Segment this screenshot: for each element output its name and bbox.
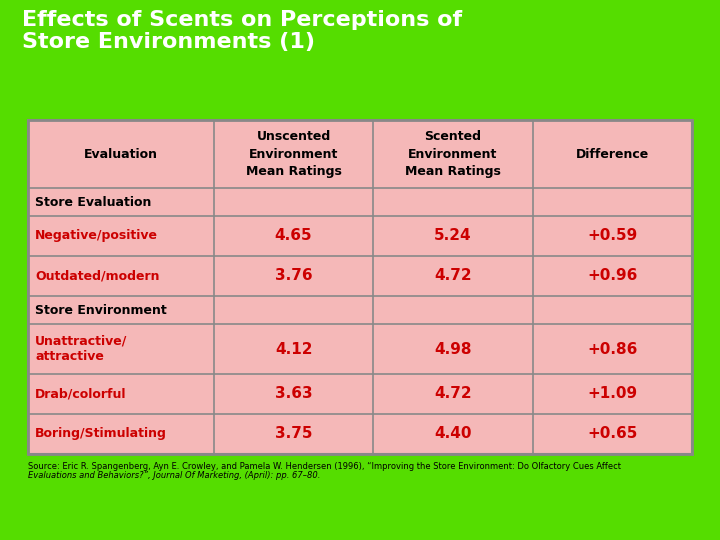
Text: +0.65: +0.65 — [587, 427, 637, 442]
Text: +1.09: +1.09 — [588, 387, 637, 402]
Text: Evaluation: Evaluation — [84, 147, 158, 160]
Text: 4.12: 4.12 — [275, 341, 312, 356]
Text: +0.86: +0.86 — [587, 341, 637, 356]
Text: 3.76: 3.76 — [275, 268, 312, 284]
Text: Scented
Environment
Mean Ratings: Scented Environment Mean Ratings — [405, 131, 501, 178]
Text: 3.63: 3.63 — [275, 387, 312, 402]
Text: 4.65: 4.65 — [275, 228, 312, 244]
Text: Negative/positive: Negative/positive — [35, 230, 158, 242]
Text: 4.98: 4.98 — [434, 341, 472, 356]
Text: Evaluations and Behaviors?”, Journal Of Marketing, (April): pp. 67–80.: Evaluations and Behaviors?”, Journal Of … — [28, 471, 320, 480]
Text: Outdated/modern: Outdated/modern — [35, 269, 160, 282]
Text: +0.96: +0.96 — [587, 268, 637, 284]
FancyBboxPatch shape — [28, 120, 692, 454]
Text: 4.40: 4.40 — [434, 427, 472, 442]
Text: Source: Eric R. Spangenberg, Ayn E. Crowley, and Pamela W. Hendersen (1996), “Im: Source: Eric R. Spangenberg, Ayn E. Crow… — [28, 462, 621, 471]
Text: Boring/Stimulating: Boring/Stimulating — [35, 428, 167, 441]
Text: 4.72: 4.72 — [434, 387, 472, 402]
Text: Store Environment: Store Environment — [35, 303, 167, 316]
Text: Unscented
Environment
Mean Ratings: Unscented Environment Mean Ratings — [246, 131, 341, 178]
Text: Drab/colorful: Drab/colorful — [35, 388, 127, 401]
Text: Difference: Difference — [576, 147, 649, 160]
Text: Effects of Scents on Perceptions of: Effects of Scents on Perceptions of — [22, 10, 462, 30]
Text: 3.75: 3.75 — [275, 427, 312, 442]
Text: Store Environments (1): Store Environments (1) — [22, 32, 315, 52]
Text: 5.24: 5.24 — [434, 228, 472, 244]
Text: Unattractive/
attractive: Unattractive/ attractive — [35, 334, 127, 363]
Text: 4.72: 4.72 — [434, 268, 472, 284]
Text: Store Evaluation: Store Evaluation — [35, 195, 151, 208]
Text: +0.59: +0.59 — [588, 228, 637, 244]
